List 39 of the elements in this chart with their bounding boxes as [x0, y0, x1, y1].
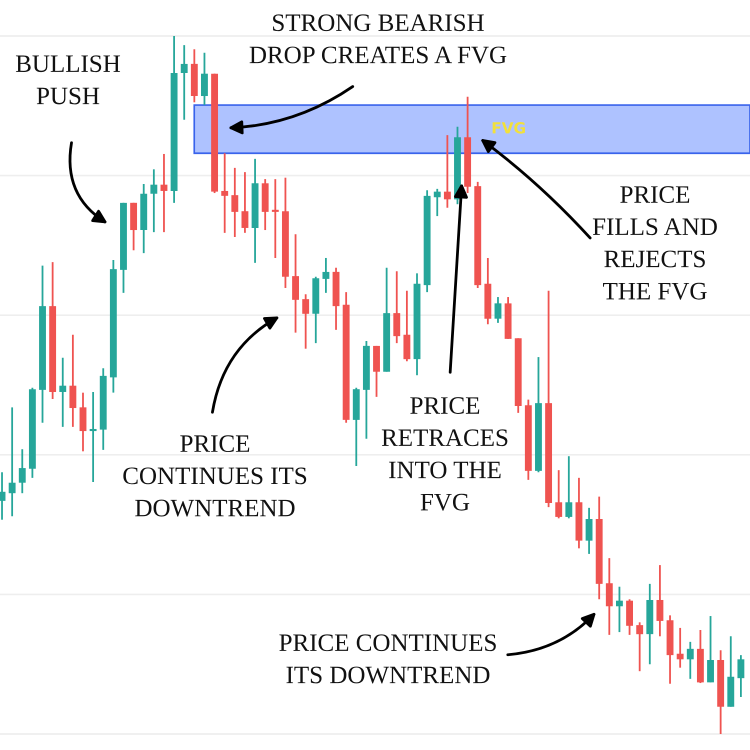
band-label: FVG: [492, 122, 525, 134]
candlestick: [656, 564, 664, 638]
candlestick: [393, 270, 400, 344]
annotation: PRICE RETRACES INTO THE FVG: [382, 397, 508, 511]
candlestick: [90, 391, 97, 483]
candlestick: [150, 168, 158, 234]
candlestick: [201, 52, 208, 106]
candlestick: [302, 293, 310, 350]
candlestick: [494, 296, 502, 324]
candlestick: [616, 586, 623, 633]
candlestick: [444, 134, 451, 209]
candlestick: [160, 153, 168, 234]
annotation: PRICE CONTINUES ITS DOWNTREND: [123, 435, 306, 517]
candlestick: [8, 406, 16, 518]
candlestick: [59, 356, 66, 428]
annotation: BULLISH PUSH: [16, 55, 120, 104]
candlestick: [322, 257, 330, 294]
candlestick: [565, 455, 572, 520]
candlestick: [80, 392, 86, 452]
candlestick: [676, 627, 684, 669]
candlestick: [292, 233, 299, 334]
candlestick: [707, 615, 714, 684]
candlestick: [18, 448, 26, 494]
annotation: PRICE FILLS AND REJECTS THE FVG: [592, 186, 717, 300]
candlestick: [221, 152, 228, 234]
candlestick: [180, 44, 188, 121]
candlestick: [69, 334, 76, 428]
candlestick: [231, 167, 238, 238]
candlestick: [586, 506, 593, 555]
annotation: PRICE CONTINUES ITS DOWNTREND: [279, 634, 496, 684]
annotation: STRONG BEARISH DROP CREATES A FVG: [250, 14, 506, 64]
candlestick: [737, 654, 744, 698]
candlestick: [606, 557, 613, 636]
candlestick: [555, 469, 562, 520]
candlestick: [242, 171, 248, 234]
candlestick: [686, 640, 694, 680]
candlestick: [636, 621, 644, 672]
candlestick: [272, 178, 279, 259]
candlestick: [434, 188, 441, 217]
